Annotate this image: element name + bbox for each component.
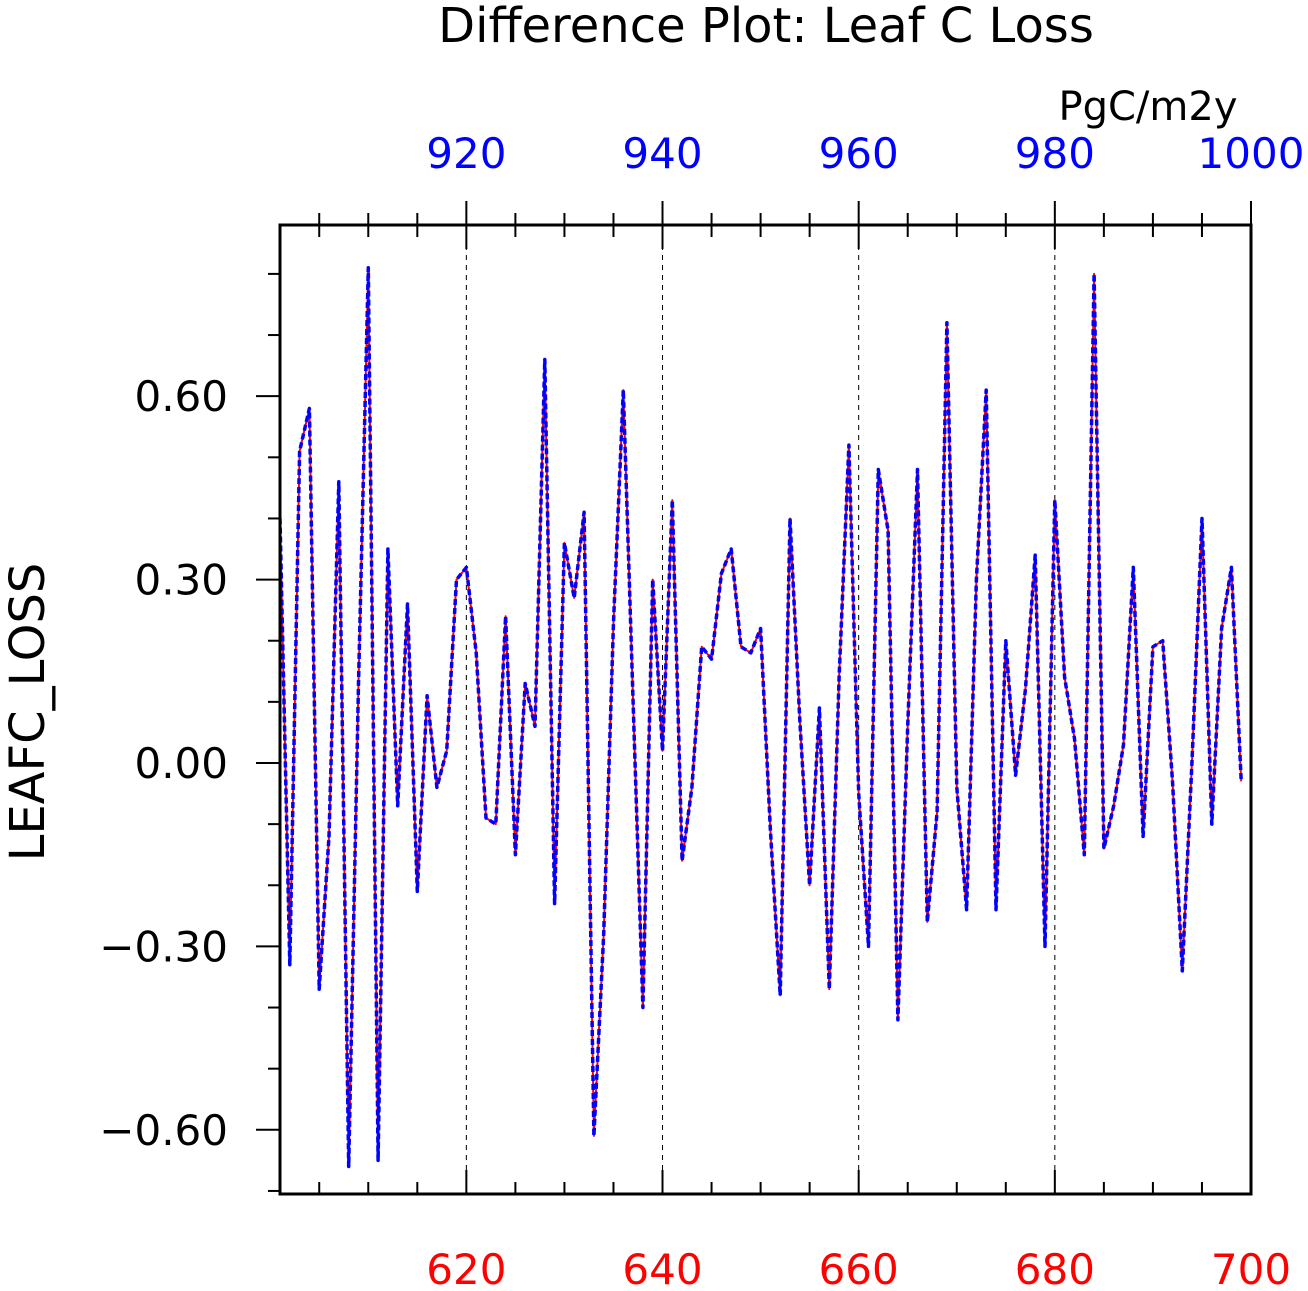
series-line-dashed-blue: [280, 266, 1243, 1169]
x-bottom-tick-label: 700: [1211, 1245, 1291, 1286]
y-tick-label: 0.30: [134, 556, 228, 605]
x-bottom-tick-label: 640: [622, 1245, 702, 1286]
grid-lines: [465, 225, 1056, 1194]
chart-title: Difference Plot: Leaf C Loss: [438, 0, 1094, 54]
y-tick-label: −0.60: [99, 1106, 228, 1155]
y-axis-title: LEAFC_LOSS: [0, 563, 56, 862]
x-bottom-tick-label: 680: [1015, 1245, 1095, 1286]
y-tick-label: 0.00: [134, 739, 228, 788]
units-label: PgC/m2y: [1058, 84, 1237, 130]
tick-labels: 620 640 660 680 700 920 940 960 980 1000 −0.60 −0.3…: [99, 129, 1305, 1291]
x-bottom-tick-label: 660: [819, 1245, 899, 1286]
y-tick-label: 0.60: [134, 372, 228, 421]
x-top-tick-label: 1000: [1198, 129, 1305, 178]
y-tick-label: −0.30: [99, 922, 228, 971]
data-series: [280, 266, 1243, 1169]
x-top-tick-label: 980: [1015, 129, 1095, 178]
plot-frame: [278, 223, 1253, 1196]
x-top-tick-label: 920: [426, 129, 506, 178]
x-top-tick-label: 960: [819, 129, 899, 178]
x-top-tick-label: 940: [622, 129, 702, 178]
x-bottom-tick-label: 620: [426, 1245, 506, 1286]
axis-ticks: [256, 201, 1252, 1194]
